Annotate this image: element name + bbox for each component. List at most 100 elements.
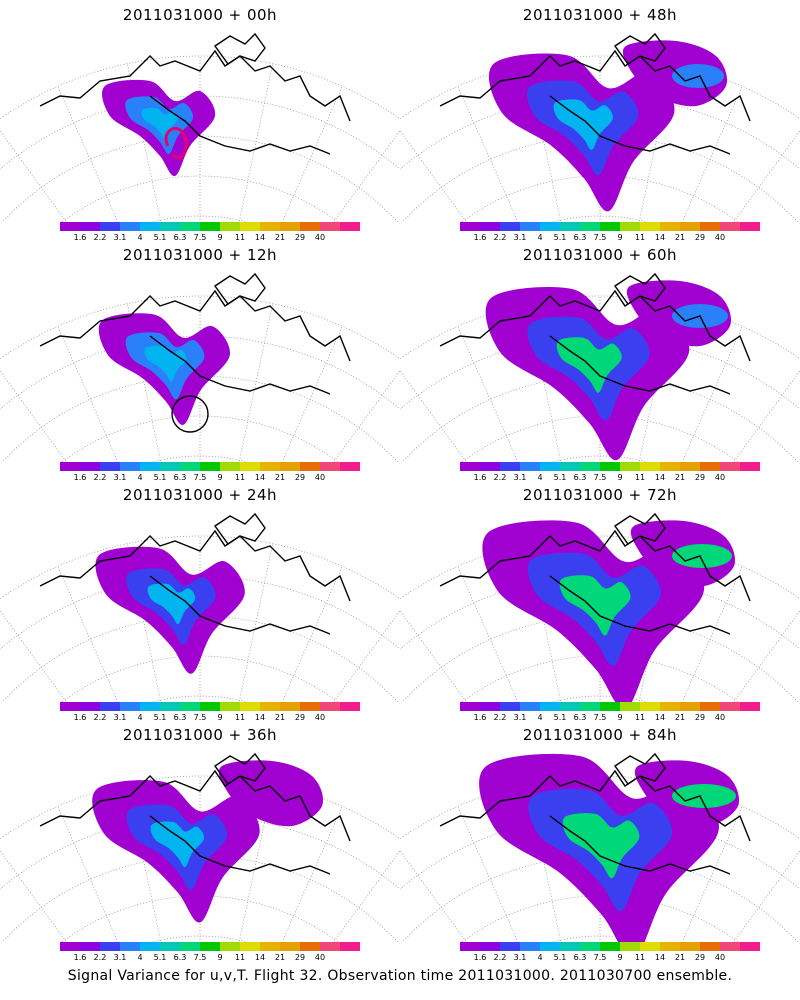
colorbar-swatch xyxy=(560,702,580,711)
colorbar-swatches xyxy=(460,702,760,711)
colorbar-swatch xyxy=(280,702,300,711)
forecast-panel: 2011031000 + 84h 1.6 2.2 3.1 4 5.1 6.3 7.5 9 11 14… xyxy=(400,720,800,962)
coastline xyxy=(39,32,351,155)
variance-field xyxy=(485,280,732,461)
colorbar-swatch xyxy=(560,462,580,471)
colorbar-label: 1.6 xyxy=(73,473,87,482)
colorbar-label: 2.2 xyxy=(493,473,507,482)
colorbar-label: 40 xyxy=(314,953,326,962)
colorbar-swatch xyxy=(240,222,260,231)
colorbar-swatch xyxy=(80,942,100,951)
colorbar-label: 4 xyxy=(137,233,143,242)
colorbar-swatch xyxy=(60,942,80,951)
colorbar-swatch xyxy=(680,702,700,711)
colorbar-swatches xyxy=(460,462,760,471)
colorbar-label: 1.6 xyxy=(473,713,487,722)
variance-field xyxy=(479,753,740,942)
colorbar-label: 14 xyxy=(254,953,266,962)
colorbar-swatch xyxy=(140,702,160,711)
colorbar-label: 6.3 xyxy=(173,713,187,722)
colorbar-label: 29 xyxy=(694,473,706,482)
colorbar-label: 3.1 xyxy=(513,713,527,722)
colorbar-swatch xyxy=(660,942,680,951)
colorbar-swatch xyxy=(200,222,220,231)
colorbar-swatch xyxy=(700,462,720,471)
colorbar-swatch xyxy=(60,702,80,711)
colorbar-label: 21 xyxy=(274,233,286,242)
colorbar-label: 3.1 xyxy=(513,953,527,962)
colorbar-swatch xyxy=(300,462,320,471)
colorbar-swatch xyxy=(680,462,700,471)
colorbar-label: 3.1 xyxy=(113,713,127,722)
colorbar-label: 29 xyxy=(294,953,306,962)
colorbar-swatch xyxy=(160,942,180,951)
colorbar: 1.6 2.2 3.1 4 5.1 6.3 7.5 9 11 14 21 29 40 xyxy=(60,222,360,246)
colorbar-label: 21 xyxy=(674,473,686,482)
colorbar-swatch xyxy=(640,222,660,231)
high-variance-contour xyxy=(164,127,188,159)
forecast-panel: 2011031000 + 48h 1.6 2.2 3.1 4 5.1 6.3 7.5 9 11 14… xyxy=(400,0,800,242)
colorbar-swatch xyxy=(140,942,160,951)
variance-field xyxy=(102,79,216,177)
colorbar-label: 29 xyxy=(694,953,706,962)
colorbar-label: 2.2 xyxy=(93,953,107,962)
colorbar-swatch xyxy=(720,702,740,711)
colorbar-swatch xyxy=(580,702,600,711)
colorbar-label: 2.2 xyxy=(93,473,107,482)
colorbar-label: 7.5 xyxy=(193,953,207,962)
panel-title: 2011031000 + 84h xyxy=(522,726,678,744)
colorbar-swatches xyxy=(460,222,760,231)
colorbar-label: 4 xyxy=(137,953,143,962)
colorbar-label: 5.1 xyxy=(553,713,567,722)
colorbar-label: 2.2 xyxy=(93,233,107,242)
colorbar-labels: 1.6 2.2 3.1 4 5.1 6.3 7.5 9 11 14 21 29 40 xyxy=(60,953,360,965)
coastline xyxy=(39,752,351,875)
colorbar-label: 11 xyxy=(234,713,246,722)
colorbar-swatch xyxy=(660,222,680,231)
colorbar-swatch xyxy=(620,702,640,711)
variance-map xyxy=(0,752,400,942)
colorbar-label: 1.6 xyxy=(73,713,87,722)
colorbar-label: 1.6 xyxy=(473,953,487,962)
colorbar-label: 5.1 xyxy=(153,473,167,482)
colorbar-swatch xyxy=(340,222,360,231)
colorbar-labels: 1.6 2.2 3.1 4 5.1 6.3 7.5 9 11 14 21 29 40 xyxy=(460,713,760,725)
panel-title: 2011031000 + 24h xyxy=(122,486,278,504)
colorbar-label: 40 xyxy=(314,473,326,482)
colorbar-label: 14 xyxy=(654,473,666,482)
colorbar-label: 3.1 xyxy=(113,473,127,482)
colorbar-swatch xyxy=(300,702,320,711)
colorbar-swatch xyxy=(180,462,200,471)
colorbar-swatch xyxy=(560,942,580,951)
variance-map xyxy=(400,32,800,222)
colorbar-swatch xyxy=(540,462,560,471)
colorbar-label: 1.6 xyxy=(73,953,87,962)
panel-title: 2011031000 + 48h xyxy=(522,6,678,24)
colorbar-label: 9 xyxy=(617,953,623,962)
colorbar-swatch xyxy=(220,942,240,951)
colorbar-label: 5.1 xyxy=(553,233,567,242)
colorbar-swatch xyxy=(320,222,340,231)
colorbar-label: 4 xyxy=(537,713,543,722)
colorbar-label: 2.2 xyxy=(493,953,507,962)
colorbar-swatch xyxy=(500,942,520,951)
colorbar-label: 40 xyxy=(714,953,726,962)
colorbar-label: 9 xyxy=(617,473,623,482)
colorbar-swatch xyxy=(480,702,500,711)
colorbar-label: 2.2 xyxy=(493,233,507,242)
colorbar-swatch xyxy=(600,942,620,951)
colorbar-label: 2.2 xyxy=(93,713,107,722)
colorbar-swatch xyxy=(460,702,480,711)
colorbar-swatch xyxy=(260,702,280,711)
colorbar-swatch xyxy=(460,942,480,951)
colorbar-label: 5.1 xyxy=(553,953,567,962)
colorbar-swatch xyxy=(480,222,500,231)
colorbar-label: 6.3 xyxy=(173,953,187,962)
colorbar-swatch xyxy=(260,462,280,471)
colorbar-swatch xyxy=(660,702,680,711)
colorbar-swatch xyxy=(320,702,340,711)
colorbar-label: 29 xyxy=(694,713,706,722)
colorbar-swatch xyxy=(180,942,200,951)
colorbar-label: 11 xyxy=(634,713,646,722)
forecast-panel: 2011031000 + 24h 1.6 2.2 3.1 4 5.1 6.3 7.5 9 11 14… xyxy=(0,480,400,722)
